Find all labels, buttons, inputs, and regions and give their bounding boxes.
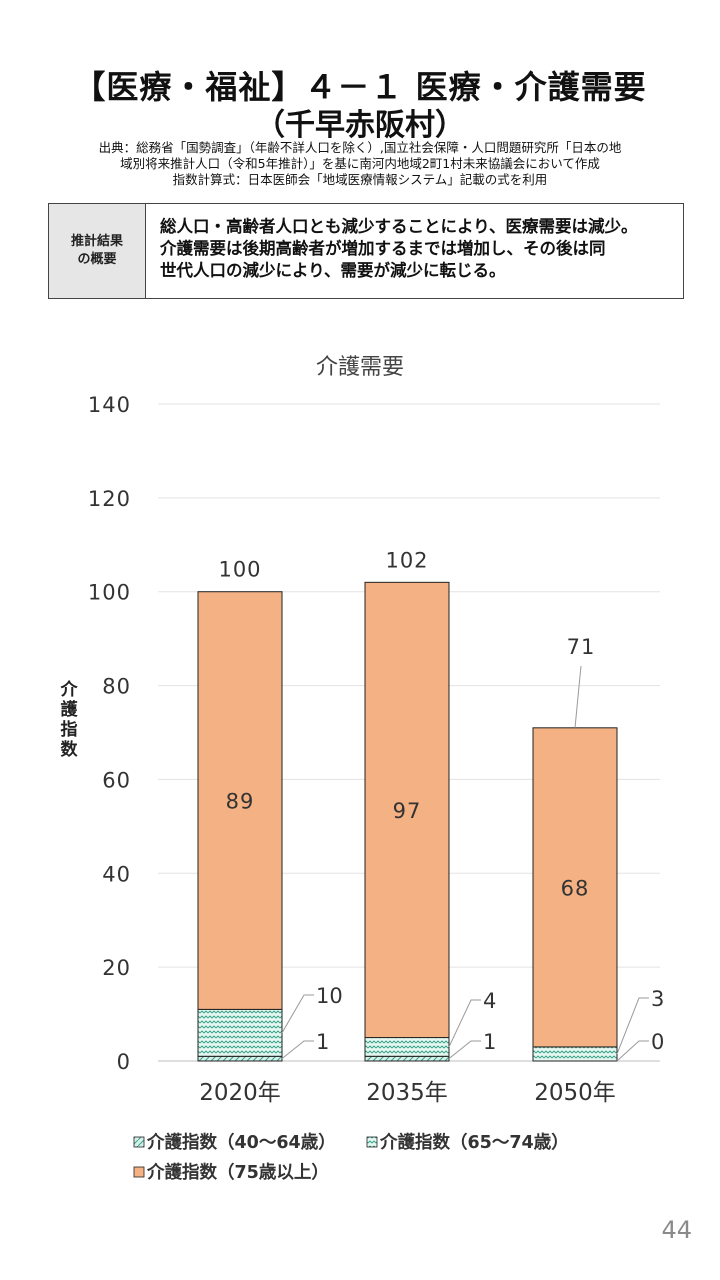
bar-segment — [364, 1037, 450, 1057]
y-axis-label: 介護指数 — [60, 679, 79, 760]
data-label: 1 — [316, 1030, 329, 1054]
source-note-line-3: 指数計算式：日本医師会「地域医療情報システム」記載の式を利用 — [172, 172, 548, 187]
summary-text-line-3: 世代人口の減少により、需要が減少に転じる。 — [160, 261, 506, 280]
data-label: 10 — [316, 984, 343, 1008]
y-tick-label: 40 — [102, 862, 131, 886]
data-label: 68 — [561, 876, 590, 900]
page-subtitle: （千早赤阪村） — [255, 108, 465, 143]
page-number: 44 — [661, 1216, 692, 1244]
y-tick-label: 20 — [102, 956, 131, 980]
legend-swatch — [133, 1166, 145, 1178]
y-tick-label: 140 — [88, 393, 131, 417]
bar-segment — [197, 1008, 283, 1057]
y-tick-labels: 0 20 40 60 80 100 120 140 — [88, 393, 131, 1074]
bar-segment — [532, 1046, 618, 1062]
total-label: 102 — [385, 548, 428, 572]
total-label: 71 — [567, 635, 596, 659]
data-label: 89 — [226, 790, 255, 814]
summary-text-line-1: 総人口・高齢者人口とも減少することにより、医療需要は減少。 — [160, 217, 638, 236]
leader-line — [574, 665, 582, 728]
page-title: 【医療・福祉】４－１ 医療・介護需要 — [73, 68, 647, 106]
source-note-line-1: 出典：総務省「国勢調査」（年齢不詳人口を除く）,国立社会保障・人口問題研究所「日… — [98, 140, 622, 155]
y-tick-label: 0 — [117, 1050, 131, 1074]
leader-line — [281, 1040, 314, 1060]
legend-label: 介護指数（65～74歳） — [379, 1132, 569, 1153]
y-axis-label-char: 介 — [60, 679, 79, 700]
x-tick-label: 2050年 — [534, 1080, 616, 1106]
summary-text: 総人口・高齢者人口とも減少することにより、医療需要は減少。 介護需要は後期高齢者… — [146, 204, 683, 298]
y-tick-label: 100 — [88, 581, 131, 605]
y-tick-label: 120 — [88, 487, 131, 511]
leader-line — [448, 1040, 481, 1060]
data-label: 97 — [393, 799, 422, 823]
y-axis-label-char: 数 — [61, 739, 79, 760]
leader-line — [616, 1040, 649, 1062]
y-tick-label: 60 — [102, 768, 131, 792]
y-axis-label-char: 護 — [61, 699, 79, 720]
x-tick-label: 2020年 — [199, 1080, 281, 1106]
legend-label: 介護指数（40～64歳） — [146, 1132, 336, 1153]
bar-segment — [197, 1055, 283, 1062]
x-tick-labels: 2020年 2035年 2050年 — [199, 1080, 616, 1106]
leader-line — [448, 999, 481, 1048]
data-label: 0 — [651, 1030, 664, 1054]
leader-line — [616, 997, 649, 1055]
y-axis-label-char: 指 — [61, 719, 78, 740]
data-label: 3 — [651, 987, 664, 1011]
legend-swatch — [366, 1136, 378, 1148]
x-tick-label: 2035年 — [366, 1080, 448, 1106]
bar-segment — [364, 1055, 450, 1062]
leader-line — [281, 994, 314, 1034]
summary-text-line-2: 介護需要は後期高齢者が増加するまでは増加し、その後は同 — [160, 239, 606, 258]
bars — [197, 581, 618, 1062]
bar-segment — [364, 581, 450, 1039]
data-label: 4 — [483, 989, 496, 1013]
data-labels: 89 1 10 100 97 1 4 102 68 0 3 71 — [218, 548, 664, 1062]
bar-segment — [197, 591, 283, 1010]
data-label: 1 — [483, 1030, 496, 1054]
legend-label: 介護指数（75歳以上） — [146, 1162, 329, 1183]
source-note-line-2: 域別将来推計人口（令和5年推計）」を基に南河内地域2町1村未来協議会において作成 — [120, 156, 600, 171]
summary-label: 推計結果 の概要 — [49, 204, 146, 298]
total-label: 100 — [218, 558, 261, 582]
chart-title: 介護需要 — [316, 355, 404, 380]
y-tick-label: 80 — [102, 675, 131, 699]
summary-box: 推計結果 の概要 総人口・高齢者人口とも減少することにより、医療需要は減少。 介… — [48, 203, 684, 299]
bar-segment — [532, 727, 618, 1048]
legend-swatch — [133, 1136, 145, 1148]
legend: 介護指数（40～64歳） 介護指数（65～74歳） 介護指数（75歳以上） — [133, 1132, 569, 1183]
